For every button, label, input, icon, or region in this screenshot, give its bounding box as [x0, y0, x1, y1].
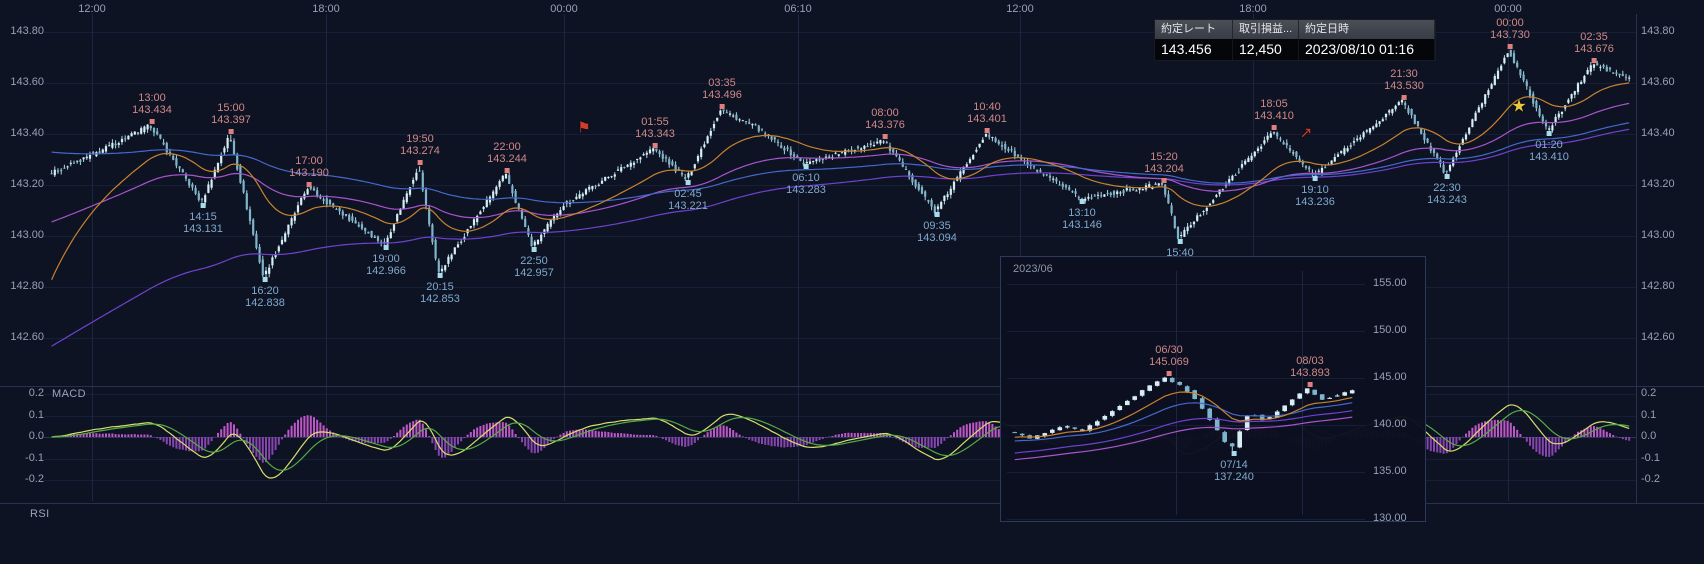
inset-month-label: 2023/06 [1013, 263, 1053, 275]
daily-candles-up [1035, 377, 1355, 448]
swing-high-label: 06/30 145.069 [1149, 344, 1189, 377]
daily-chart-canvas[interactable] [1001, 257, 1425, 521]
macd-histogram-negative [156, 437, 1631, 463]
info-header-profit-loss: 取引損益... [1233, 20, 1299, 39]
info-value-rate: 143.456 [1155, 39, 1233, 60]
main-candle-wicks [51, 49, 1630, 278]
annotation-price: 143.893 [1290, 367, 1330, 380]
inset-price-axis-label: 135.00 [1373, 465, 1407, 477]
annotation-time: 07/14 [1220, 458, 1248, 471]
macd-panel-label: MACD [52, 388, 86, 400]
inset-price-axis-label: 140.00 [1373, 418, 1407, 430]
ma-orange-fast [51, 82, 1630, 280]
inset-price-axis-label: 130.00 [1373, 512, 1407, 522]
inset-ma-violet [1014, 416, 1353, 461]
flag-icon[interactable]: ⚑ [577, 119, 591, 137]
execution-info-bar[interactable]: 約定レート 取引損益... 約定日時 143.456 12,450 2023/0… [1155, 20, 1435, 60]
daily-candle-wicks [1014, 376, 1353, 451]
ma-blue-slow [51, 122, 1630, 204]
inset-ma-blue [1014, 402, 1353, 442]
trend-arrow-icon[interactable]: ↗ [1299, 124, 1313, 142]
main-candles-up [53, 53, 1631, 275]
info-header-datetime: 約定日時 [1299, 20, 1435, 39]
info-bar-value-row: 143.456 12,450 2023/08/10 01:16 [1155, 39, 1435, 60]
swing-low-label: 07/14 137.240 [1214, 450, 1254, 483]
swing-marker [1231, 450, 1237, 456]
star-icon[interactable]: ★ [1511, 96, 1527, 116]
inset-ma-orange [1014, 391, 1353, 438]
inset-price-axis-label: 150.00 [1373, 324, 1407, 336]
info-bar-header-row: 約定レート 取引損益... 約定日時 [1155, 20, 1435, 39]
info-header-rate: 約定レート [1155, 20, 1233, 39]
inset-ma-purple [1014, 410, 1353, 454]
swing-high-label: 08/03 143.893 [1290, 355, 1330, 388]
info-value-profit-loss: 12,450 [1233, 39, 1299, 60]
daily-chart-inset-window[interactable]: 2023/06 155.00 150.00 145.00 140.00 135.00 13… [1000, 256, 1426, 522]
annotation-time: 08/03 [1296, 355, 1324, 368]
rsi-panel-label: RSI [30, 508, 50, 520]
swing-marker [1307, 382, 1313, 388]
inset-price-axis-label: 145.00 [1373, 371, 1407, 383]
annotation-price: 137.240 [1214, 470, 1254, 483]
swing-marker [1166, 371, 1172, 377]
annotation-price: 145.069 [1149, 356, 1189, 369]
ma-violet-medium [51, 102, 1630, 223]
annotation-time: 06/30 [1155, 344, 1183, 357]
info-value-datetime: 2023/08/10 01:16 [1299, 39, 1435, 60]
ma-purple-slow [51, 128, 1630, 347]
inset-grid [1007, 271, 1365, 520]
inset-price-axis-label: 155.00 [1373, 277, 1407, 289]
